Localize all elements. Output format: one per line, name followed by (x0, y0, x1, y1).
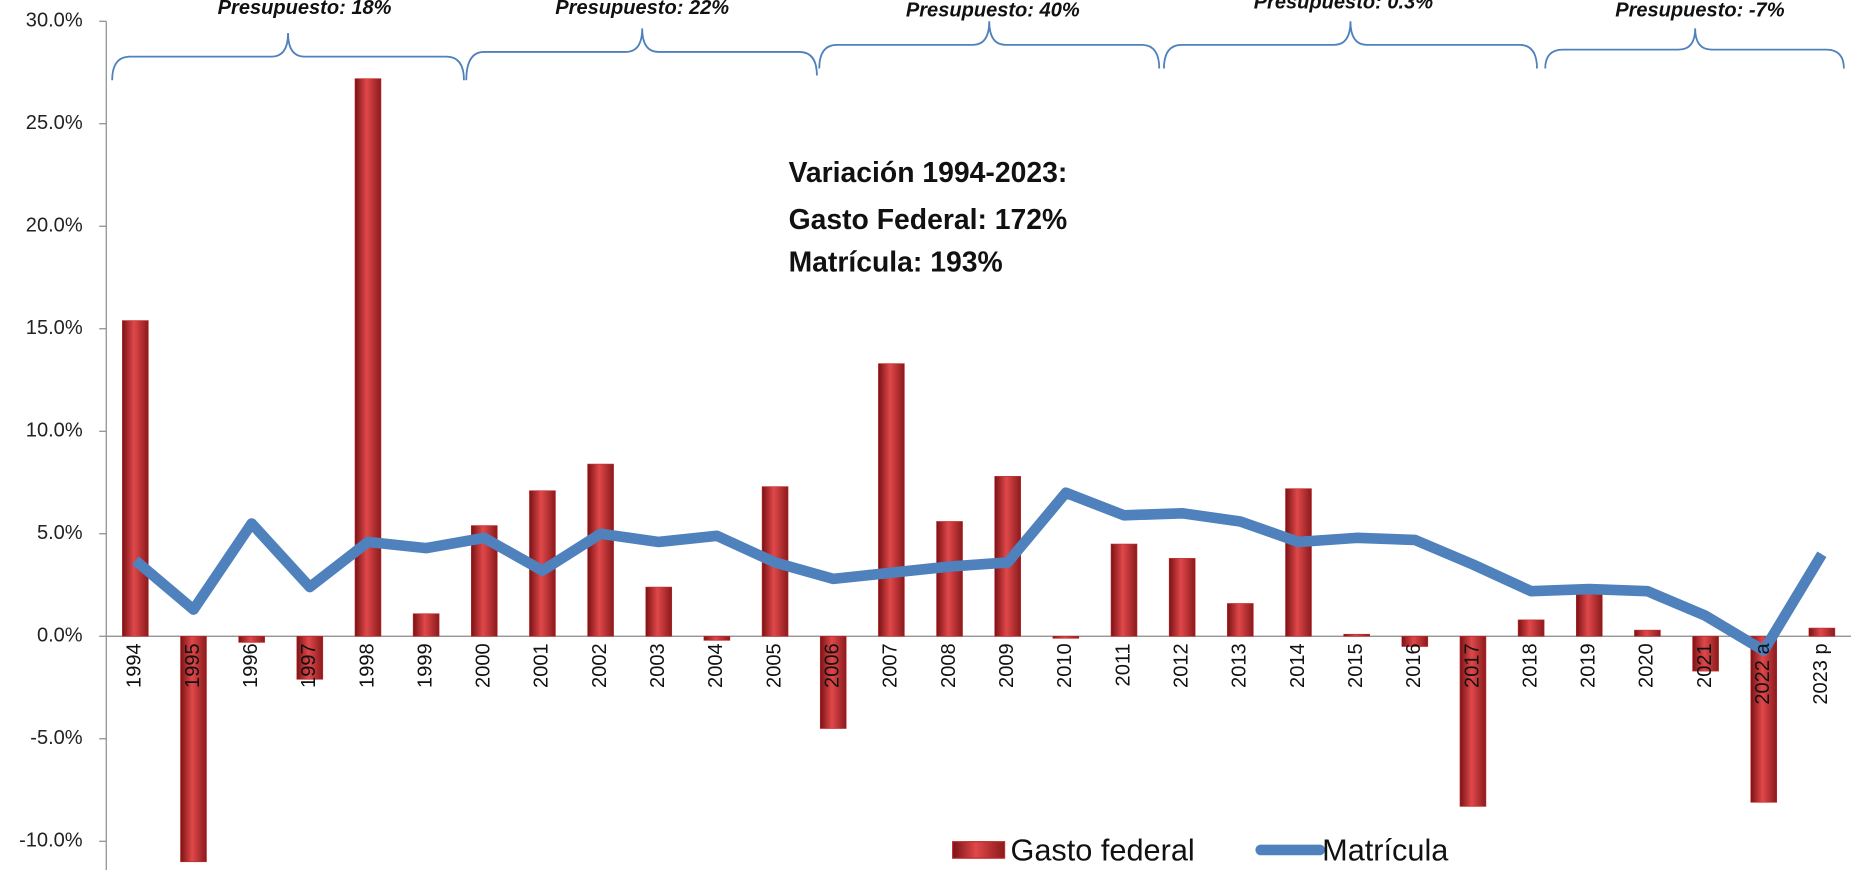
bar (936, 521, 963, 637)
x-tick-label: 2009 (996, 643, 1018, 688)
bar (1575, 590, 1603, 637)
x-tick-label: 2018 (1519, 643, 1541, 688)
period-label: Presupuesto: 18% (218, 0, 392, 19)
x-tick-label: 2004 (705, 643, 727, 688)
period-label: Presupuesto: 0.3% (1254, 0, 1434, 13)
bar (878, 363, 905, 637)
y-tick-label: 15.0% (26, 317, 83, 339)
bar (238, 635, 265, 643)
x-tick-label: 1996 (240, 643, 262, 688)
x-tick-label: 2006 (822, 643, 844, 688)
x-tick-label: 2022 a (1752, 643, 1774, 705)
y-tick-label: -10.0% (19, 830, 83, 852)
x-tick-label: 1997 (298, 643, 320, 688)
x-tick-label: 2010 (1054, 643, 1076, 688)
bar (180, 635, 207, 863)
period-label: Presupuesto: -7% (1615, 0, 1784, 22)
x-tick-label: 2011 (1112, 643, 1134, 686)
bar (1517, 619, 1545, 637)
x-tick-label: 2021 (1694, 643, 1716, 688)
period-brackets (111, 21, 1845, 81)
y-tick-label: -5.0% (30, 727, 83, 749)
bar (122, 320, 149, 637)
x-tick-label: 1994 (124, 643, 146, 688)
bar (1401, 635, 1429, 647)
bar (296, 635, 324, 680)
x-tick-label: 2014 (1287, 643, 1309, 688)
y-tick-label: 5.0% (37, 522, 83, 544)
x-tick-label: 2001 (531, 643, 553, 688)
x-tick-label: 2015 (1345, 643, 1367, 688)
legend: Gasto federal Matrícula (952, 832, 1449, 867)
bar (645, 586, 673, 637)
bar (1168, 558, 1196, 637)
y-tick-label: 25.0% (26, 112, 83, 134)
bar (1459, 635, 1487, 807)
x-tick-label: 2003 (647, 643, 669, 688)
bar (819, 635, 847, 729)
x-tick-label: 1998 (356, 643, 378, 688)
bar (412, 613, 440, 637)
bar (1227, 603, 1254, 637)
x-tick-label: 2020 (1636, 643, 1658, 688)
x-tick-label: 2016 (1403, 643, 1425, 688)
x-tick-label: 2019 (1578, 643, 1600, 688)
x-tick-label: 2013 (1229, 643, 1251, 688)
y-tick-label: 30.0% (26, 10, 83, 32)
annotation: Gasto Federal: 172% (789, 204, 1068, 236)
bar (1808, 627, 1836, 637)
bar (1110, 543, 1138, 637)
bar (1343, 633, 1370, 637)
x-tick-label: 2000 (473, 643, 495, 688)
y-tick-label: 0.0% (37, 625, 83, 647)
bar (1750, 635, 1778, 803)
period-label: Presupuesto: 40% (906, 0, 1080, 22)
bar (1692, 635, 1719, 672)
y-tick-label: 20.0% (26, 215, 83, 237)
annotation: Matrícula: 193% (789, 247, 1003, 279)
annotation: Variación 1994-2023: (789, 157, 1068, 189)
bar (587, 463, 614, 637)
legend-label: Gasto federal (1010, 832, 1194, 867)
legend-swatch (952, 841, 1006, 859)
bar (1052, 635, 1080, 639)
x-tick-label: 2007 (880, 643, 902, 688)
y-tick-label: 10.0% (26, 420, 83, 442)
bar (1634, 629, 1661, 637)
x-tick-label: 1995 (182, 643, 204, 688)
x-tick-label: 2017 (1461, 643, 1483, 688)
bar (1285, 488, 1312, 637)
x-tick-label: 2008 (938, 643, 960, 688)
x-tick-label: 2002 (589, 643, 611, 688)
x-tick-label: 2023 p (1810, 643, 1832, 704)
bar (703, 635, 731, 641)
period-label: Presupuesto: 22% (555, 0, 729, 19)
line (131, 487, 1827, 656)
x-tick-label: 2012 (1170, 643, 1192, 688)
x-tick-label: 2005 (763, 643, 785, 688)
x-tick-label: 1999 (414, 643, 436, 688)
legend-label: Matrícula (1322, 832, 1449, 867)
